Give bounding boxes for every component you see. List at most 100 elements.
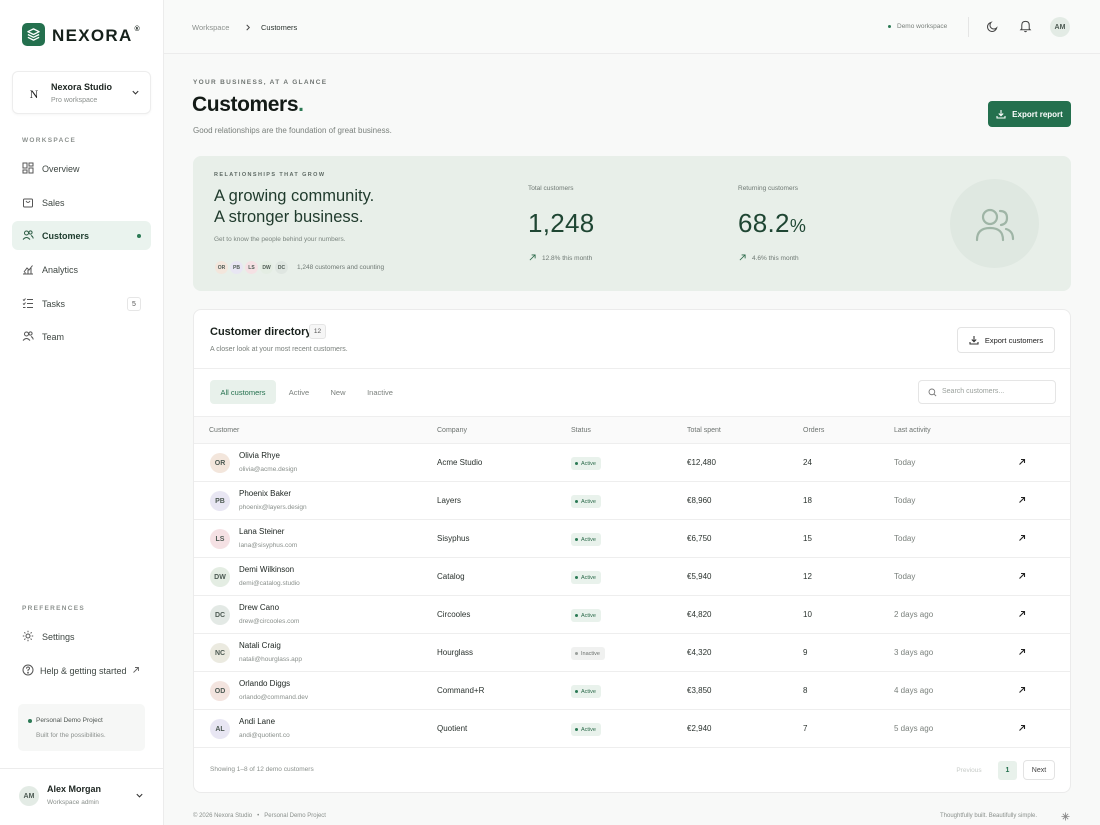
list-icon: [22, 297, 34, 309]
next-page-button[interactable]: Next: [1023, 760, 1055, 780]
customer-name: Phoenix Baker: [239, 489, 292, 498]
sidebar-item-label: Sales: [42, 198, 65, 208]
tab-all-customers[interactable]: All customers: [210, 380, 276, 404]
order-count: 24: [803, 458, 812, 467]
order-count: 9: [803, 648, 808, 657]
export-report-label: Export report: [1012, 109, 1063, 119]
arrow-up-right-icon[interactable]: [1018, 648, 1026, 656]
workspace-switcher[interactable]: N Nexora Studio Pro workspace: [12, 71, 151, 114]
table-row[interactable]: OR Olivia Rhye olivia@acme.design Acme Stud…: [194, 444, 1070, 482]
avatar: OD: [210, 681, 230, 701]
customer-name: Drew Cano: [239, 603, 280, 612]
page-title: Customers.: [192, 93, 304, 116]
avatar: NC: [210, 643, 230, 663]
env-status-dot: [888, 25, 891, 28]
sidebar-item-customers[interactable]: Customers: [12, 221, 151, 250]
project-status-dot: [28, 719, 32, 723]
table-row[interactable]: LS Lana Steiner lana@sisyphus.com Sisyphus A…: [194, 520, 1070, 558]
sidebar-item-label: Help & getting started: [40, 666, 127, 676]
arrow-up-right-icon[interactable]: [1018, 458, 1026, 466]
export-customers-button[interactable]: Export customers: [957, 327, 1055, 353]
sidebar-item-label: Overview: [42, 164, 80, 174]
customer-email: phoenix@layers.design: [239, 504, 307, 511]
status-badge: Active: [571, 571, 601, 584]
logo-icon: [22, 23, 45, 46]
sidebar-item-tasks[interactable]: Tasks 5: [12, 289, 151, 318]
avatar: DW: [259, 260, 274, 275]
total-spent: €4,820: [687, 610, 712, 619]
bag-icon: [22, 196, 34, 208]
table-row[interactable]: NC Natali Craig natali@hourglass.app Hourgl…: [194, 634, 1070, 672]
search-icon: [928, 388, 937, 397]
arrow-up-right-icon[interactable]: [1018, 572, 1026, 580]
bell-icon[interactable]: [1019, 19, 1032, 33]
project-subtitle: Built for the possibilities.: [36, 732, 106, 739]
breadcrumb-root[interactable]: Workspace: [192, 23, 230, 32]
customer-name: Andi Lane: [239, 717, 276, 726]
sidebar-item-help[interactable]: Help & getting started: [12, 656, 151, 685]
workspace-name: Nexora Studio: [51, 82, 113, 92]
table-row[interactable]: DC Drew Cano drew@circooles.com Circooles Ac…: [194, 596, 1070, 634]
arrow-up-right-icon[interactable]: [1018, 686, 1026, 694]
tab-inactive[interactable]: Inactive: [367, 387, 393, 397]
sidebar-item-label: Settings: [42, 632, 75, 642]
external-link-icon: [132, 666, 140, 674]
page-number-button[interactable]: 1: [998, 761, 1017, 780]
previous-page-button[interactable]: Previous: [956, 766, 982, 774]
column-header: Status: [571, 427, 591, 434]
table-header: Customer Company Status Total spent Orde…: [194, 416, 1070, 444]
sidebar-item-label: Customers: [42, 231, 90, 241]
table-row[interactable]: AL Andi Lane andi@quotient.co Quotient Activ…: [194, 710, 1070, 748]
total-spent: €6,750: [687, 534, 712, 543]
sidebar-item-team[interactable]: Team: [12, 322, 151, 351]
customer-email: lana@sisyphus.com: [239, 542, 298, 549]
tab-active[interactable]: Active: [288, 387, 310, 397]
arrow-up-right-icon[interactable]: [1018, 724, 1026, 732]
avatar: LS: [244, 260, 259, 275]
sidebar-item-analytics[interactable]: Analytics: [12, 255, 151, 284]
status-badge: Inactive: [571, 647, 605, 660]
trend-up-icon: [739, 254, 746, 261]
table-row[interactable]: PB Phoenix Baker phoenix@layers.design Laye…: [194, 482, 1070, 520]
search-input[interactable]: Search customers...: [918, 380, 1056, 404]
user-menu[interactable]: AM Alex Morgan Workspace admin: [0, 768, 163, 825]
chevron-right-icon: [245, 24, 251, 31]
user-role: Workspace admin: [47, 799, 99, 806]
moon-icon[interactable]: [986, 20, 999, 33]
customer-email: andi@quotient.co: [239, 732, 290, 739]
sidebar-item-overview[interactable]: Overview: [12, 154, 151, 183]
stat-trend: 4.6% this month: [752, 255, 799, 262]
table-row[interactable]: OD Orlando Diggs orlando@command.dev Comman…: [194, 672, 1070, 710]
order-count: 15: [803, 534, 812, 543]
directory-count-badge: 12: [309, 324, 326, 339]
sidebar-item-label: Analytics: [42, 265, 79, 275]
customer-company: Layers: [437, 496, 462, 505]
stat-label: Total customers: [528, 185, 574, 192]
tab-new[interactable]: New: [330, 387, 346, 397]
customer-name: Natali Craig: [239, 641, 281, 650]
arrow-up-right-icon[interactable]: [1018, 534, 1026, 542]
export-report-button[interactable]: Export report: [988, 101, 1071, 127]
column-header: Orders: [803, 427, 825, 434]
user-name: Alex Morgan: [47, 784, 102, 794]
total-spent: €8,960: [687, 496, 712, 505]
avatar[interactable]: AM: [1050, 17, 1070, 37]
avatar: AM: [19, 786, 39, 806]
pagination-summary: Showing 1–8 of 12 demo customers: [210, 766, 314, 773]
project-card: Personal Demo Project Built for the poss…: [18, 704, 145, 751]
last-activity: Today: [894, 496, 916, 505]
status-badge: Active: [571, 685, 601, 698]
last-activity: 5 days ago: [894, 724, 934, 733]
sparkle-icon: [1061, 812, 1070, 821]
env-label: Demo workspace: [897, 23, 948, 30]
customer-name: Orlando Diggs: [239, 679, 291, 688]
table-row[interactable]: DW Demi Wilkinson demi@catalog.studio Catal…: [194, 558, 1070, 596]
sidebar-item-sales[interactable]: Sales: [12, 188, 151, 217]
status-badge: Active: [571, 457, 601, 470]
column-header: Last activity: [894, 427, 931, 434]
arrow-up-right-icon[interactable]: [1018, 610, 1026, 618]
section-label-workspace: WORKSPACE: [22, 137, 77, 144]
sidebar-item-settings[interactable]: Settings: [12, 622, 151, 651]
users-illustration-icon: [950, 179, 1039, 268]
arrow-up-right-icon[interactable]: [1018, 496, 1026, 504]
